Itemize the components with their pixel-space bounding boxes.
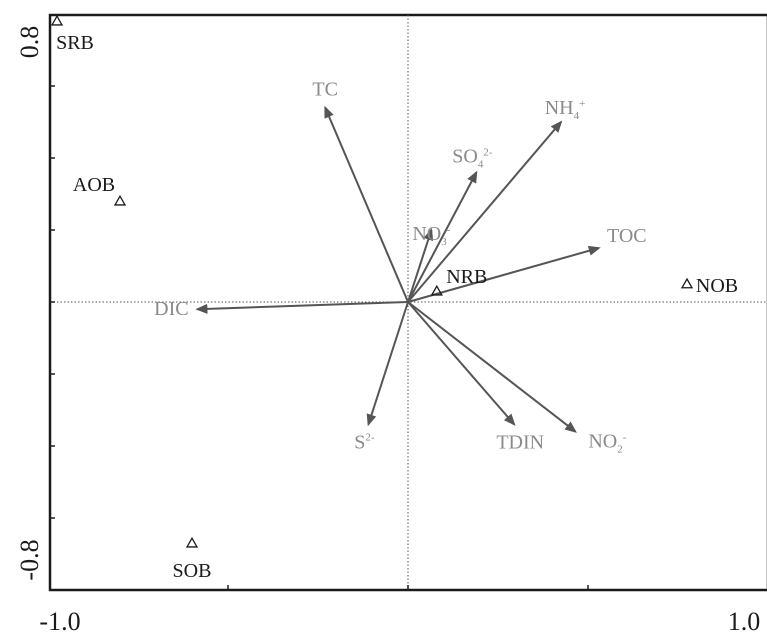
vector-arrow-NH4 xyxy=(407,120,563,303)
environment-vectors: TC NH4+ SO42- NO3- TOC DIC S2- TDIN NO2- xyxy=(154,79,646,456)
axis-ticks xyxy=(50,85,589,591)
vector-arrow-NO3 xyxy=(407,228,434,303)
group-marker-NOB xyxy=(680,277,694,289)
group-label-AOB: AOB xyxy=(73,174,115,196)
vector-label-S2: S2- xyxy=(354,431,375,453)
group-marker-AOB xyxy=(113,194,127,206)
vector-label-NH4: NH4+ xyxy=(545,97,586,122)
x-tick-label-max: 1.0 xyxy=(728,607,761,636)
y-tick-label-max: 0.8 xyxy=(15,26,44,59)
group-label-SOB: SOB xyxy=(173,560,212,582)
vector-arrow-TDIN xyxy=(407,301,516,426)
vector-arrow-TOC xyxy=(407,245,601,303)
group-marker-NRB xyxy=(430,284,443,296)
group-label-SRB: SRB xyxy=(56,32,94,54)
vector-label-TC: TC xyxy=(312,79,338,101)
group-label-NOB: NOB xyxy=(696,275,738,297)
group-label-NRB: NRB xyxy=(446,266,487,288)
vector-label-SO4: SO42- xyxy=(452,145,493,170)
vector-arrow-TC xyxy=(324,105,409,303)
y-tick-label-min: -0.8 xyxy=(15,539,44,580)
vector-label-DIC: DIC xyxy=(154,298,188,320)
vector-label-NO3: NO3- xyxy=(412,223,450,248)
vector-label-TOC: TOC xyxy=(607,225,647,247)
group-marker-SRB xyxy=(50,14,64,26)
vector-arrow-S2 xyxy=(366,301,409,427)
group-marker-SOB xyxy=(185,536,199,548)
vector-arrow-SO4 xyxy=(407,170,478,303)
bacteria-groups: SRB AOB NRB NOB SOB xyxy=(50,14,738,582)
vector-arrow-DIC xyxy=(195,301,409,314)
vector-label-NO2: NO2- xyxy=(588,431,626,456)
vector-label-TDIN: TDIN xyxy=(496,431,544,453)
vector-arrow-NO2 xyxy=(407,301,577,433)
x-tick-label-min: -1.0 xyxy=(39,607,80,636)
